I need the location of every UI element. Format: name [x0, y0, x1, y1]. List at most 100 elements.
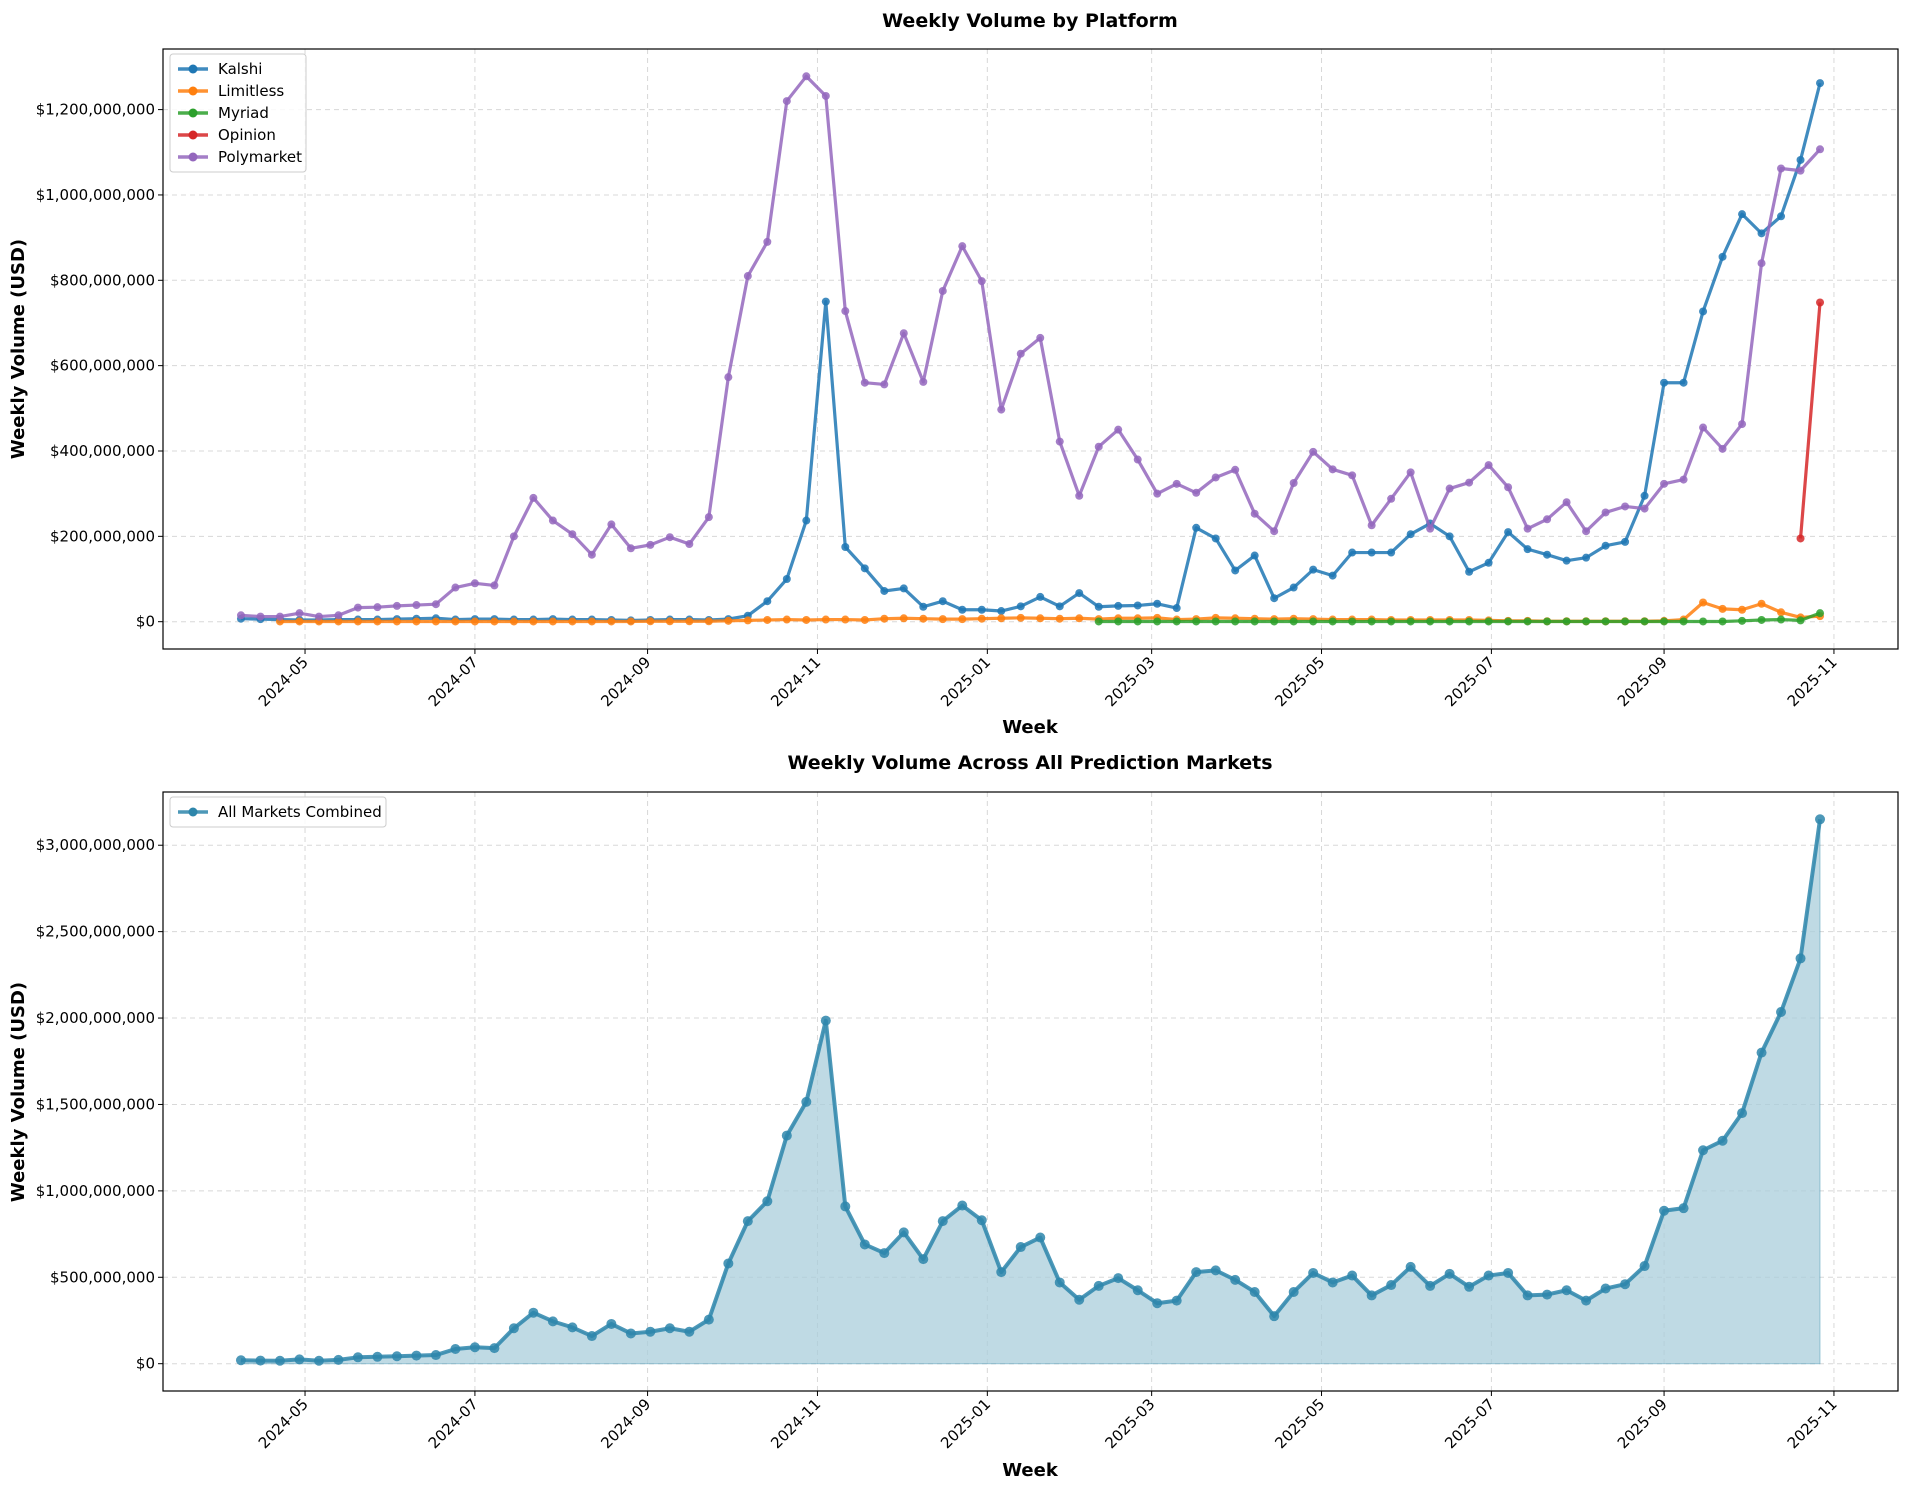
legend-marker — [188, 130, 198, 140]
data-point — [880, 380, 889, 389]
data-point — [646, 617, 655, 626]
data-point — [1250, 617, 1259, 626]
data-point — [821, 615, 830, 624]
data-point — [1055, 437, 1064, 446]
x-tick-label: 2025-01 — [937, 1395, 994, 1452]
data-point — [1717, 1135, 1728, 1146]
data-point — [255, 1355, 266, 1366]
data-point — [1816, 79, 1825, 88]
x-tick-label: 2025-07 — [1441, 653, 1498, 710]
data-point — [898, 1227, 909, 1238]
data-point — [957, 1200, 968, 1211]
data-point — [1036, 592, 1045, 601]
data-point — [996, 1267, 1007, 1278]
data-point — [568, 530, 577, 539]
data-point — [1016, 602, 1025, 611]
data-point — [977, 614, 986, 623]
y-tick-label: $800,000,000 — [50, 271, 155, 289]
data-point — [1815, 814, 1826, 825]
data-point — [1698, 1145, 1709, 1156]
data-point — [1621, 537, 1630, 546]
data-point — [1777, 608, 1786, 617]
data-point — [801, 1096, 812, 1107]
data-point — [1523, 524, 1532, 533]
data-point — [1328, 465, 1337, 474]
data-point — [1113, 1273, 1124, 1284]
data-point — [860, 378, 869, 387]
data-point — [1054, 1277, 1065, 1288]
data-point — [1386, 1280, 1397, 1291]
data-point — [1211, 534, 1220, 543]
data-point — [1211, 473, 1220, 482]
area-fill — [240, 819, 1821, 1365]
x-axis-label: Week — [1002, 1460, 1059, 1481]
data-point — [937, 1216, 948, 1227]
data-point — [1289, 583, 1298, 592]
data-point — [880, 614, 889, 623]
data-point — [1542, 1289, 1553, 1300]
data-point — [1504, 528, 1513, 537]
legend-marker — [188, 86, 198, 96]
data-point — [1484, 558, 1493, 567]
data-point — [1699, 307, 1708, 316]
data-point — [1231, 465, 1240, 474]
data-point — [451, 583, 460, 592]
data-point — [997, 607, 1006, 616]
data-point — [958, 605, 967, 614]
chart-title: Weekly Volume by Platform — [882, 10, 1178, 32]
data-point — [1796, 166, 1805, 175]
data-point — [529, 617, 538, 626]
y-tick-label: $0 — [136, 613, 155, 631]
data-point — [1816, 145, 1825, 154]
x-tick-label: 2025-01 — [937, 653, 994, 710]
y-tick-label: $3,000,000,000 — [36, 836, 155, 854]
x-tick-label: 2024-09 — [597, 653, 654, 710]
series-line — [240, 82, 1822, 623]
data-point — [412, 601, 421, 610]
data-point — [1679, 475, 1688, 484]
data-point — [295, 609, 304, 618]
data-point — [1601, 508, 1610, 517]
legend-label: Myriad — [218, 104, 269, 122]
legend-box — [169, 796, 387, 828]
data-point — [1192, 523, 1201, 532]
data-point — [1640, 617, 1649, 626]
data-point — [1035, 1232, 1046, 1243]
data-point — [1504, 483, 1513, 492]
data-point — [333, 1354, 344, 1365]
x-tick-label: 2024-07 — [425, 653, 482, 710]
data-point — [1523, 617, 1532, 626]
data-point — [529, 493, 538, 502]
data-point — [528, 1307, 539, 1318]
data-point — [1426, 617, 1435, 626]
data-point — [586, 1331, 597, 1342]
data-point — [1444, 1268, 1455, 1279]
data-point — [1153, 599, 1162, 608]
plot-frame — [162, 791, 1899, 1392]
y-axis-label: Weekly Volume (USD) — [8, 239, 29, 459]
data-point — [938, 597, 947, 606]
legend: Kalshi Limitless Myriad Opinion Polymarket — [169, 53, 307, 173]
data-point — [1640, 504, 1649, 513]
data-point — [1425, 1280, 1436, 1291]
data-point — [976, 1215, 987, 1226]
data-point — [1309, 565, 1318, 574]
data-point — [606, 1318, 617, 1329]
data-point — [1621, 617, 1630, 626]
data-point — [1777, 212, 1786, 221]
data-point — [1075, 614, 1084, 623]
data-point — [821, 91, 830, 100]
data-point — [1484, 461, 1493, 470]
data-point — [1094, 442, 1103, 451]
data-point — [802, 72, 811, 81]
data-point — [1016, 613, 1025, 622]
data-point — [1543, 515, 1552, 524]
legend-marker — [188, 807, 198, 817]
data-point — [1816, 609, 1825, 618]
y-tick-label: $600,000,000 — [50, 357, 155, 375]
x-tick-label: 2024-05 — [255, 653, 312, 710]
data-point — [1483, 1270, 1494, 1281]
data-point — [431, 617, 440, 626]
data-point — [1327, 1277, 1338, 1288]
data-point — [1484, 617, 1493, 626]
